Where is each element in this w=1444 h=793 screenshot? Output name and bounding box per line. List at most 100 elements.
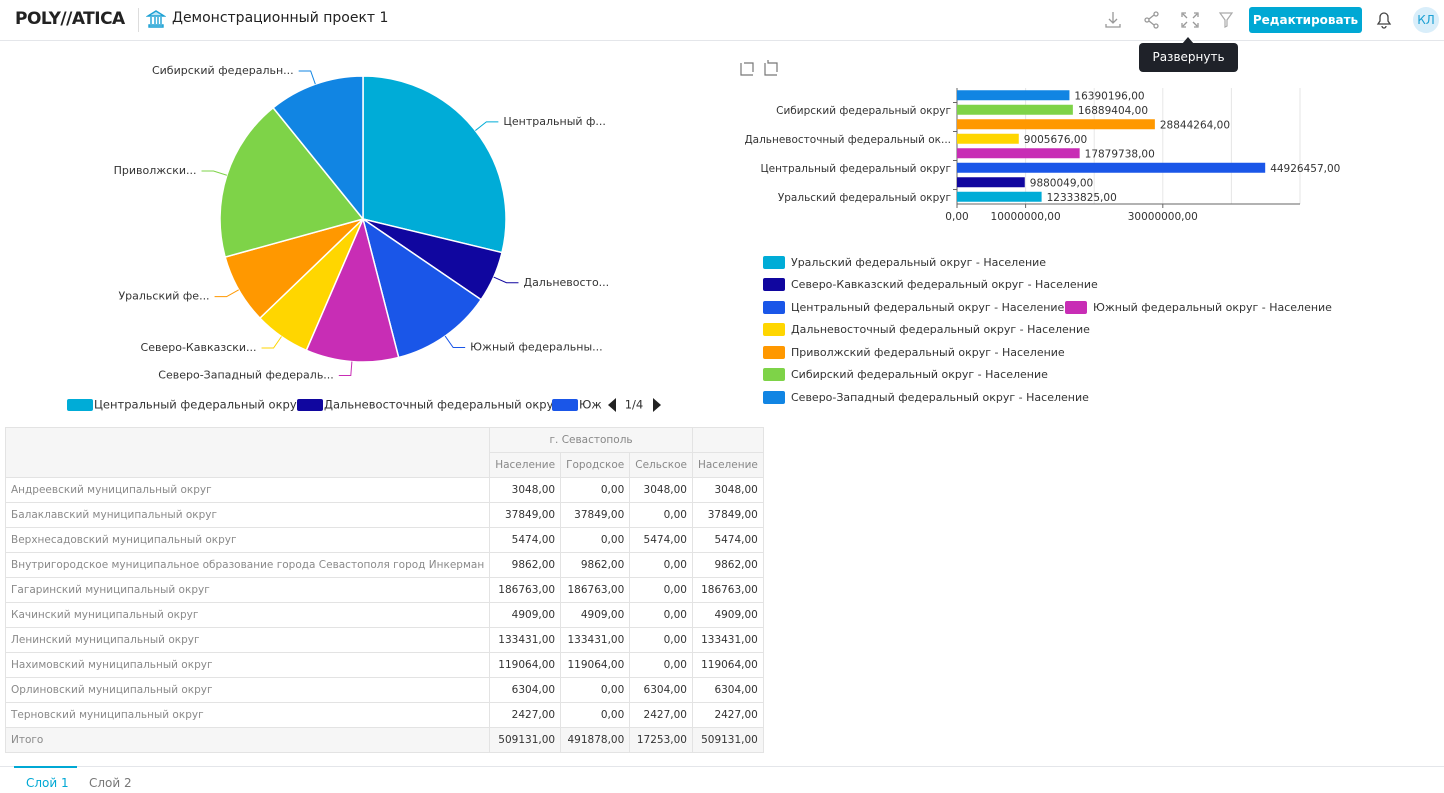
bar [957,133,1019,144]
number-cell: 3048,00 [629,477,693,503]
number-cell: 0,00 [560,527,631,553]
header-row: Население Городское Сельское Население [6,452,764,478]
pager-next[interactable] [653,398,661,412]
legend-swatch [763,301,785,314]
table-row: Нахимовский муниципальный округ 119064,00… [4,652,764,678]
number-cell: 4909,00 [691,602,764,628]
tab[interactable]: Слой 1 [26,776,69,790]
number-cell: 2427,00 [629,702,693,728]
number-cell: 119064,00 [691,652,764,678]
edit-button[interactable]: Редактировать [1249,7,1362,33]
tab[interactable]: Слой 2 [89,776,132,790]
legend-label: Уральский федеральный округ - Население [791,256,1046,269]
legend-label: Дальневосточный федеральный округ - Насе… [791,323,1090,336]
number-cell: 3048,00 [691,477,764,503]
pager-prev[interactable] [608,398,616,412]
number-cell: 119064,00 [489,652,562,678]
number-cell: 2427,00 [691,702,764,728]
bar [957,162,1266,173]
number-cell: 5474,00 [629,527,693,553]
corner-cell [4,427,491,478]
name-cell: Качинский муниципальный округ [4,602,491,628]
name-cell: Ленинский муниципальный округ [4,627,491,653]
pie-slice [361,217,483,359]
number-cell: 509131,00 [489,727,562,753]
bar [957,177,1025,188]
value-label: 44926457,00 [1270,163,1340,175]
number-cell: 6304,00 [489,677,562,703]
name-cell: Верхнесадовский муниципальный округ [4,527,491,553]
slice-label: Северо-Западный федераль... [158,369,334,382]
number-cell: 133431,00 [691,627,764,653]
number-cell: 119064,00 [560,652,631,678]
x-tick-label: 0,00 [945,211,968,223]
table-row: Ленинский муниципальный округ 133431,00 13… [4,627,764,653]
table-row: Балаклавский муниципальный округ 37849,00… [4,502,764,528]
value-label: 9880049,00 [1030,177,1093,189]
legend-label: Северо-Западный федеральный округ - Насе… [791,391,1089,404]
chart-tools[interactable] [740,60,778,76]
name-cell: Балаклавский муниципальный округ [4,502,491,528]
number-cell: 509131,00 [691,727,764,753]
table-row: Внутригородское муниципальное образовани… [4,552,764,578]
bar [957,148,1080,159]
value-label: 16889404,00 [1078,105,1148,117]
header: POLY//ATICA Демонстрационный проект 1 Ре… [0,0,1444,41]
legend-label: Дальневосточный федеральный округ [324,398,559,412]
number-cell: 5474,00 [691,527,764,553]
bar [957,104,1073,115]
value-label: 17879738,00 [1085,148,1155,160]
toolbar-icons[interactable] [1100,8,1240,32]
leader-line [201,170,228,176]
number-cell: 17253,00 [629,727,693,753]
avatar[interactable]: КЛ [1413,7,1439,33]
legend-label: Центральный федеральный округ - Населени… [791,301,1065,314]
legend-swatch [763,256,785,269]
number-cell: 0,00 [629,552,693,578]
bar [957,90,1070,101]
number-cell: 186763,00 [560,577,631,603]
legend-swatch [552,399,578,411]
leader-line [214,289,239,298]
project-title: Демонстрационный проект 1 [172,10,389,26]
slice-label: Южный федеральны... [470,341,602,354]
x-tick-label: 10000000,00 [991,211,1061,223]
number-cell: 37849,00 [691,502,764,528]
leader-line [261,336,282,349]
y-tick-label: Сибирский федеральный округ [776,105,951,117]
slice-label: Приволжски... [114,164,197,177]
legend-label: Центральный федеральный округ [94,398,303,412]
legend-label: Южный федеральный округ - Население [1093,301,1332,314]
legend-label: Северо-Кавказский федеральный округ - На… [791,278,1098,291]
legend-swatch [763,346,785,359]
x-tick-label: 30000000,00 [1128,211,1198,223]
legend-swatch [763,391,785,404]
number-cell: 186763,00 [691,577,764,603]
number-cell: 9862,00 [489,552,562,578]
number-cell: 37849,00 [489,502,562,528]
bar [957,191,1042,202]
tab-bar: Слой 1 Слой 2 [0,766,1444,793]
name-cell: Итого [4,727,491,753]
number-cell: 133431,00 [489,627,562,653]
leader-line [475,121,499,131]
slice-label: Дальневосто... [523,276,609,289]
group-header [691,427,764,453]
logo[interactable]: POLY//ATICA [15,9,125,29]
number-cell: 3048,00 [489,477,562,503]
bell-icon[interactable] [1374,9,1394,31]
name-cell: Андреевский муниципальный округ [4,477,491,503]
legend-swatch [763,278,785,291]
table-row: Итого 509131,00 491878,00 17253,00 509131,00 [4,727,764,753]
project-icon [146,10,166,28]
legend-label: Юж [579,398,602,412]
slice-label: Сибирский федеральн... [152,64,294,77]
table-row: Андреевский муниципальный округ 3048,00 0,… [4,477,764,503]
legend-swatch [67,399,93,411]
charts: Центральный ф... Дальневосто... Южный феде… [67,60,1340,412]
name-cell: Гагаринский муниципальный округ [4,577,491,603]
value-label: 9005676,00 [1024,134,1087,146]
number-cell: 0,00 [629,602,693,628]
number-cell: 0,00 [560,477,631,503]
